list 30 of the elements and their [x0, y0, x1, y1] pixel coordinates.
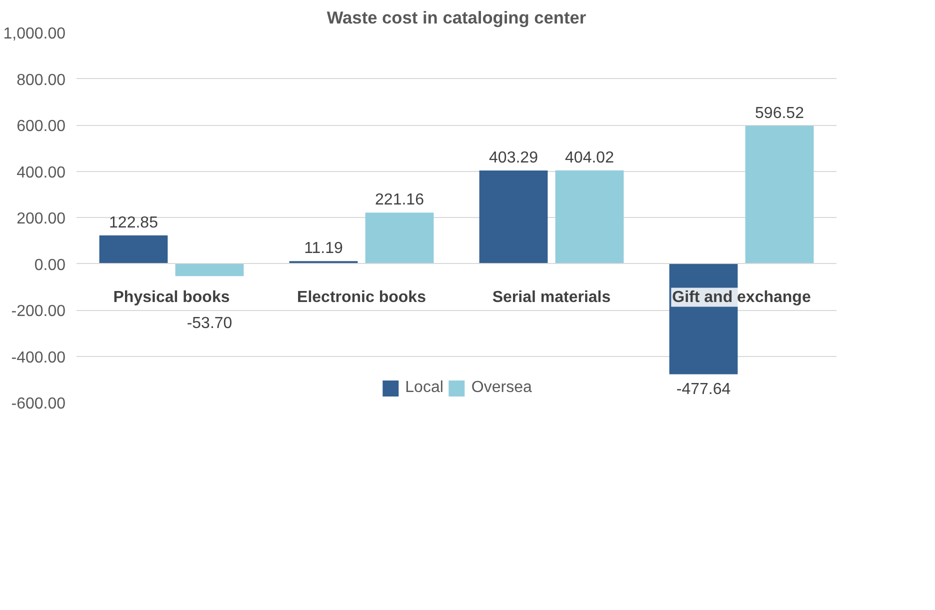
x-tick-label: Electronic books: [297, 288, 426, 306]
y-tick-label: 0.00: [34, 256, 66, 274]
y-tick-label: 600.00: [16, 118, 66, 135]
bar: [365, 212, 434, 264]
bar: [479, 170, 548, 264]
data-label: 122.85: [109, 214, 158, 232]
data-label: 221.16: [375, 192, 424, 209]
y-tick-label: 1,000.00: [3, 26, 66, 42]
data-label: 404.02: [565, 149, 614, 166]
legend-label: Local: [405, 379, 444, 397]
bar: [555, 170, 624, 264]
y-tick-label: -200.00: [11, 303, 66, 320]
y-tick-label: -600.00: [11, 396, 66, 412]
bar: [745, 126, 814, 264]
data-label: 11.19: [304, 240, 344, 258]
data-label: 403.29: [489, 149, 538, 166]
y-tick-label: -400.00: [11, 349, 66, 366]
data-label: -53.70: [186, 315, 232, 332]
data-label: 596.52: [755, 104, 804, 122]
legend-label: Oversea: [471, 379, 532, 397]
x-tick-label: Serial materials: [492, 288, 611, 306]
y-tick-label: 200.00: [16, 210, 66, 228]
data-label: -477.64: [676, 381, 731, 398]
x-tick-label: Physical books: [113, 288, 230, 306]
y-tick-label: 400.00: [16, 164, 66, 182]
x-tick-label: Gift and exchange: [672, 288, 811, 306]
chart-title: Waste cost in cataloging center: [326, 8, 586, 28]
bar: [175, 264, 244, 276]
y-tick-label: 800.00: [16, 72, 66, 89]
bar: [99, 235, 168, 264]
